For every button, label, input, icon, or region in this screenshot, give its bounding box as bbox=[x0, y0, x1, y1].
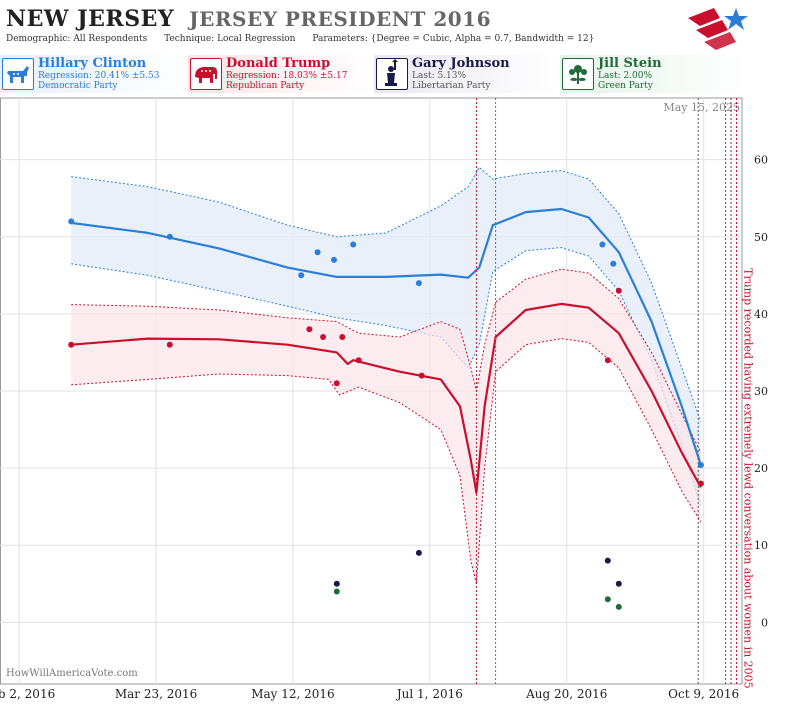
candidate-card-stein: Jill Stein Last: 2.00% Green Party bbox=[560, 55, 746, 93]
regression-line-1 bbox=[71, 302, 702, 494]
poll-point bbox=[68, 341, 75, 348]
candidate-card-johnson: Gary Johnson Last: 5.13% Libertarian Par… bbox=[374, 55, 560, 93]
donkey-icon bbox=[7, 66, 29, 83]
demographic-label: Demographic: bbox=[6, 34, 71, 44]
poll-point bbox=[604, 357, 611, 364]
poll-point bbox=[615, 287, 622, 294]
y-tick-label: 0 bbox=[761, 616, 768, 629]
series-points-3 bbox=[333, 588, 622, 610]
technique-label: Technique: bbox=[164, 34, 215, 44]
poll-point bbox=[599, 241, 606, 248]
candidate-card-trump: Donald Trump Regression: 18.03% ±5.17 Re… bbox=[188, 55, 374, 93]
site-logo bbox=[688, 8, 748, 50]
poll-point bbox=[355, 357, 362, 364]
demographic-value: All Respondents bbox=[73, 34, 148, 44]
poll-point bbox=[604, 557, 611, 564]
watermark: HowWillAmericaVote.com bbox=[6, 668, 138, 679]
candidate-icon-box bbox=[376, 58, 408, 90]
y-tick-label: 20 bbox=[754, 462, 768, 475]
state-title: NEW JERSEY bbox=[6, 6, 175, 32]
technique-value: Local Regression bbox=[217, 34, 296, 44]
poll-point bbox=[339, 334, 346, 340]
x-tick-label: Aug 20, 2016 bbox=[525, 687, 607, 701]
poll-point bbox=[166, 341, 173, 348]
poll-point bbox=[320, 334, 327, 340]
candidate-name: Hillary Clinton bbox=[38, 56, 147, 71]
candidate-name: Jill Stein bbox=[598, 56, 662, 71]
x-tick-label: Feb 2, 2016 bbox=[0, 687, 55, 701]
candidate-icon-box bbox=[2, 58, 34, 90]
lower-bound-line bbox=[71, 247, 702, 507]
poll-point bbox=[306, 326, 313, 333]
x-tick-label: May 12, 2016 bbox=[251, 687, 334, 701]
race-title: JERSEY PRESIDENT 2016 bbox=[189, 7, 492, 31]
poll-point bbox=[697, 462, 704, 468]
upper-bound-line bbox=[71, 268, 702, 453]
confidence-band bbox=[71, 269, 701, 584]
event-annotation: Trump recorded having extremely lewd con… bbox=[742, 268, 755, 689]
poll-point bbox=[314, 249, 321, 256]
regression-line-0 bbox=[71, 207, 702, 466]
liberty-statue-icon bbox=[385, 59, 398, 86]
candidate-party: Republican Party bbox=[226, 81, 305, 91]
x-tick-label: Oct 9, 2016 bbox=[668, 687, 739, 701]
poll-point bbox=[415, 280, 422, 287]
poll-point bbox=[333, 588, 340, 595]
parameters-value: {Degree = Cubic, Alpha = 0.7, Bandwidth … bbox=[370, 34, 595, 44]
poll-point bbox=[298, 272, 305, 279]
candidate-stat: Last: 5.13% bbox=[412, 71, 467, 81]
y-tick-label: 50 bbox=[754, 231, 768, 244]
poll-point bbox=[166, 233, 173, 240]
candidate-name: Gary Johnson bbox=[412, 56, 510, 71]
series-points-2 bbox=[333, 549, 622, 587]
poll-point bbox=[615, 603, 622, 610]
poll-point bbox=[68, 218, 75, 225]
method-info: Demographic: All Respondents Technique: … bbox=[6, 34, 608, 44]
candidate-icon-box bbox=[190, 58, 222, 90]
poll-point bbox=[350, 241, 357, 248]
poll-point bbox=[615, 580, 622, 587]
flower-icon bbox=[569, 65, 587, 84]
candidate-name: Donald Trump bbox=[226, 56, 331, 71]
poll-point bbox=[610, 260, 617, 267]
candidate-party: Libertarian Party bbox=[412, 81, 491, 91]
candidate-legend: Hillary Clinton Regression: 20.41% ±5.53… bbox=[0, 55, 789, 95]
y-tick-label: 10 bbox=[754, 539, 768, 552]
series-points-1 bbox=[68, 287, 704, 487]
candidate-party: Green Party bbox=[598, 81, 653, 91]
candidate-icon-box bbox=[562, 58, 594, 90]
poll-chart: Feb 2, 2016 Mar 23, 2016 May 12, 2016 Jul 1… bbox=[0, 97, 768, 701]
elephant-icon bbox=[195, 67, 217, 83]
series-points-0 bbox=[68, 218, 704, 468]
current-date-label: May 15, 2025 bbox=[663, 101, 740, 114]
y-tick-label: 60 bbox=[754, 154, 768, 167]
poll-point bbox=[333, 380, 340, 387]
poll-point bbox=[415, 549, 422, 556]
candidate-stat: Regression: 18.03% ±5.17 bbox=[226, 71, 348, 81]
poll-point bbox=[697, 480, 704, 487]
chart-header: NEW JERSEY JERSEY PRESIDENT 2016 bbox=[6, 6, 686, 32]
poll-point bbox=[333, 580, 340, 587]
poll-point bbox=[331, 256, 337, 263]
candidate-stat: Last: 2.00% bbox=[598, 71, 653, 81]
parameters-label: Parameters: bbox=[312, 34, 368, 44]
poll-point bbox=[418, 372, 425, 379]
candidate-card-clinton: Hillary Clinton Regression: 20.41% ±5.53… bbox=[0, 55, 186, 93]
candidate-party: Democratic Party bbox=[38, 81, 118, 91]
poll-point bbox=[604, 596, 611, 603]
x-tick-label: Jul 1, 2016 bbox=[395, 687, 463, 701]
y-tick-label: 40 bbox=[754, 308, 768, 321]
y-tick-label: 30 bbox=[754, 385, 768, 398]
x-tick-label: Mar 23, 2016 bbox=[115, 687, 197, 701]
candidate-stat: Regression: 20.41% ±5.53 bbox=[38, 71, 160, 81]
